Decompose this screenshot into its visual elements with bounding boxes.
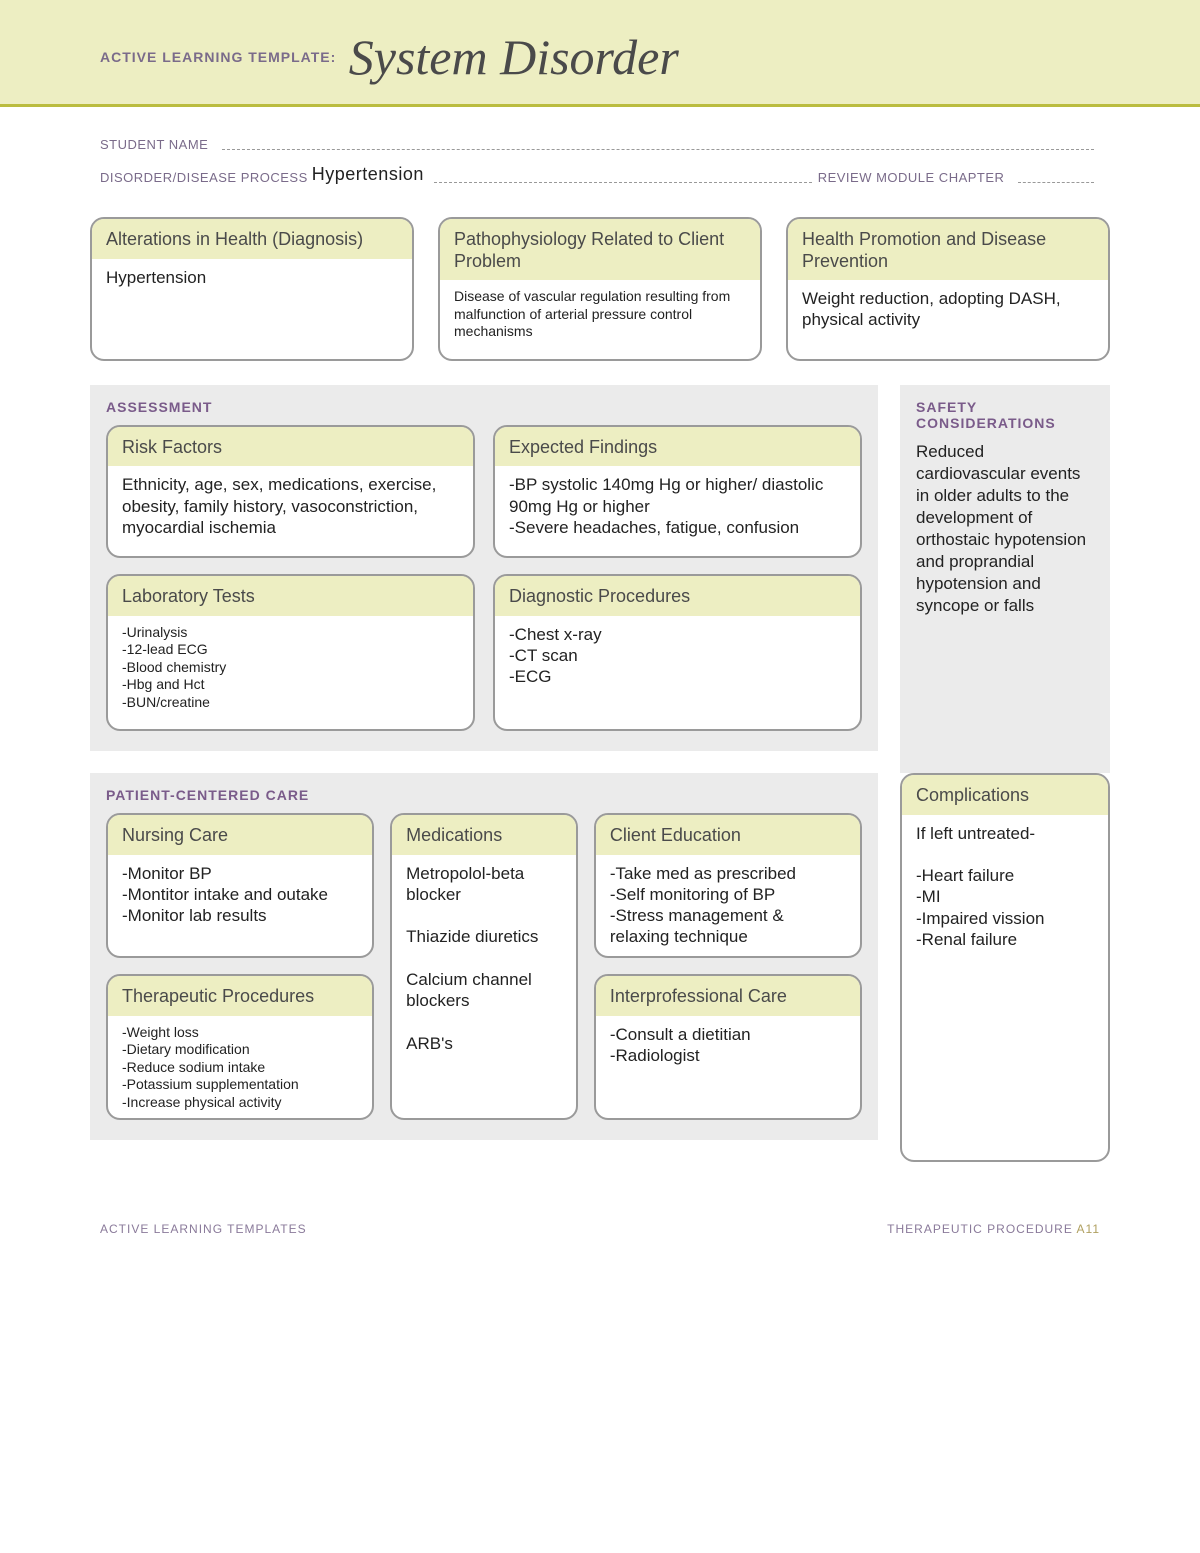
therapeutic-body: -Weight loss -Dietary modification -Redu… [108,1016,372,1120]
student-name-label: STUDENT NAME [100,137,208,152]
student-name-line [222,137,1094,150]
student-name-row: STUDENT NAME [100,137,1100,152]
care-col-3: Client Education -Take med as prescribed… [594,813,862,1119]
therapeutic-card: Therapeutic Procedures -Weight loss -Die… [106,974,374,1119]
labs-title: Laboratory Tests [108,576,473,616]
education-body: -Take med as prescribed -Self monitoring… [596,855,860,959]
complications-col: Complications If left untreated- -Heart … [900,773,1110,1161]
health-promo-body: Weight reduction, adopting DASH, physica… [788,280,1108,349]
diag-title: Diagnostic Procedures [495,576,860,616]
assessment-row: ASSESSMENT Risk Factors Ethnicity, age, … [90,385,1110,773]
assessment-title: ASSESSMENT [106,399,862,415]
therapeutic-title: Therapeutic Procedures [108,976,372,1016]
interprof-card: Interprofessional Care -Consult a dietit… [594,974,862,1119]
assessment-section: ASSESSMENT Risk Factors Ethnicity, age, … [90,385,878,751]
content: Alterations in Health (Diagnosis) Hypert… [0,217,1200,1162]
care-col-2: Medications Metropolol-beta blocker Thia… [390,813,578,1119]
safety-section: SAFETY CONSIDERATIONS Reduced cardiovasc… [900,385,1110,773]
health-promo-card: Health Promotion and Disease Prevention … [786,217,1110,361]
footer-left: ACTIVE LEARNING TEMPLATES [100,1222,307,1236]
patho-title: Pathophysiology Related to Client Proble… [440,219,760,280]
safety-title: SAFETY CONSIDERATIONS [916,399,1094,431]
top-row: Alterations in Health (Diagnosis) Hypert… [90,217,1110,361]
expected-title: Expected Findings [495,427,860,467]
medications-card: Medications Metropolol-beta blocker Thia… [390,813,578,1119]
risk-body: Ethnicity, age, sex, medications, exerci… [108,466,473,556]
footer: ACTIVE LEARNING TEMPLATES THERAPEUTIC PR… [0,1162,1200,1256]
safety-body: Reduced cardiovascular events in older a… [916,441,1094,618]
alterations-card: Alterations in Health (Diagnosis) Hypert… [90,217,414,361]
alterations-title: Alterations in Health (Diagnosis) [92,219,412,259]
complications-body: If left untreated- -Heart failure -MI -I… [902,815,1108,1115]
page: ACTIVE LEARNING TEMPLATE: System Disorde… [0,0,1200,1296]
interprof-title: Interprofessional Care [596,976,860,1016]
labs-body: -Urinalysis -12-lead ECG -Blood chemistr… [108,616,473,730]
care-row: PATIENT-CENTERED CARE Nursing Care -Moni… [90,773,1110,1161]
footer-right: THERAPEUTIC PROCEDURE A11 [887,1222,1100,1236]
expected-body: -BP systolic 140mg Hg or higher/ diastol… [495,466,860,556]
assessment-left: ASSESSMENT Risk Factors Ethnicity, age, … [90,385,878,773]
risk-card: Risk Factors Ethnicity, age, sex, medica… [106,425,475,558]
alterations-body: Hypertension [92,259,412,319]
complications-title: Complications [902,775,1108,815]
nursing-card: Nursing Care -Monitor BP -Montitor intak… [106,813,374,958]
diag-card: Diagnostic Procedures -Chest x-ray -CT s… [493,574,862,731]
safety-col: SAFETY CONSIDERATIONS Reduced cardiovasc… [900,385,1110,773]
diag-body: -Chest x-ray -CT scan -ECG [495,616,860,706]
interprof-body: -Consult a dietitian -Radiologist [596,1016,860,1085]
medications-title: Medications [392,815,576,855]
disorder-row: DISORDER/DISEASE PROCESS Hypertension RE… [100,164,1100,185]
care-left: PATIENT-CENTERED CARE Nursing Care -Moni… [90,773,878,1161]
footer-right-label: THERAPEUTIC PROCEDURE [887,1222,1073,1236]
patho-body: Disease of vascular regulation resulting… [440,280,760,359]
health-promo-title: Health Promotion and Disease Prevention [788,219,1108,280]
disorder-line [434,170,812,183]
education-card: Client Education -Take med as prescribed… [594,813,862,958]
header-prefix: ACTIVE LEARNING TEMPLATE: [100,49,336,65]
review-label: REVIEW MODULE CHAPTER [818,170,1005,185]
expected-card: Expected Findings -BP systolic 140mg Hg … [493,425,862,558]
care-title: PATIENT-CENTERED CARE [106,787,862,803]
disorder-label: DISORDER/DISEASE PROCESS [100,170,308,185]
nursing-title: Nursing Care [108,815,372,855]
review-line [1018,170,1094,183]
patho-card: Pathophysiology Related to Client Proble… [438,217,762,361]
risk-title: Risk Factors [108,427,473,467]
meta-block: STUDENT NAME DISORDER/DISEASE PROCESS Hy… [0,107,1200,217]
header-title: System Disorder [349,29,679,85]
complications-card: Complications If left untreated- -Heart … [900,773,1110,1161]
nursing-body: -Monitor BP -Montitor intake and outake … [108,855,372,945]
footer-right-code: A11 [1077,1222,1100,1236]
disorder-value: Hypertension [308,164,428,185]
header-band: ACTIVE LEARNING TEMPLATE: System Disorde… [0,0,1200,107]
medications-body: Metropolol-beta blocker Thiazide diureti… [392,855,576,1115]
labs-card: Laboratory Tests -Urinalysis -12-lead EC… [106,574,475,731]
care-section: PATIENT-CENTERED CARE Nursing Care -Moni… [90,773,878,1139]
education-title: Client Education [596,815,860,855]
care-col-1: Nursing Care -Monitor BP -Montitor intak… [106,813,374,1119]
